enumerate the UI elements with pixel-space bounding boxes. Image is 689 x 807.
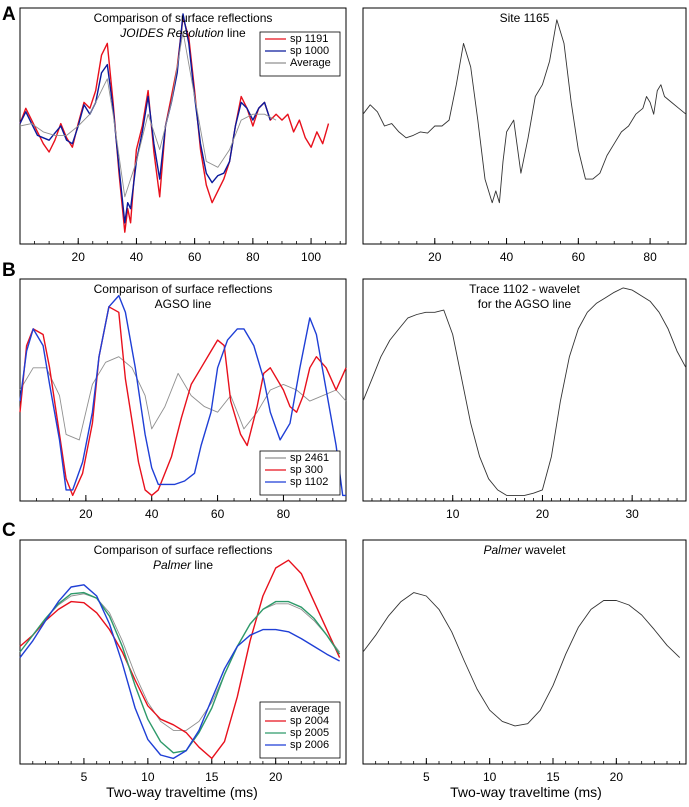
x-axis-label-right: Two-way traveltime (ms) — [450, 784, 602, 800]
chart-title-line: JOIDES Resolution line — [119, 26, 246, 40]
x-tick-label: 60 — [572, 250, 586, 264]
x-tick-label: 15 — [546, 770, 560, 784]
series-line-trace — [362, 287, 687, 496]
series-line-sp-2004 — [19, 559, 341, 760]
x-tick-label: 80 — [277, 507, 291, 521]
chart-C-right: 5 10 15 20 Palmer wavelet — [362, 539, 687, 784]
legend-entry: sp 2005 — [290, 727, 329, 739]
chart-title-line: Site 1165 — [500, 11, 550, 25]
series-line-sp-1000 — [19, 13, 271, 224]
x-tick-label: 60 — [211, 507, 225, 521]
legend-entry: average — [290, 703, 330, 715]
series-line-trace — [362, 592, 681, 727]
legend-entry: sp 2004 — [290, 715, 329, 727]
legend-entry: sp 2461 — [290, 452, 329, 464]
x-tick-label: 5 — [81, 770, 88, 784]
panel-letter-a: A — [2, 4, 16, 25]
series-line-sp-1102 — [19, 294, 346, 497]
x-tick-label: 10 — [446, 507, 460, 521]
x-tick-label: 20 — [428, 250, 442, 264]
series-line-trace — [362, 19, 687, 204]
plot-frame — [362, 278, 687, 502]
chart-title-line: Palmer line — [153, 558, 213, 572]
series-line-sp-300 — [19, 306, 347, 497]
x-tick-label: 5 — [423, 770, 430, 784]
x-tick-label: 10 — [141, 770, 155, 784]
plot-frame — [362, 7, 687, 245]
chart-title-line: Comparison of surface reflections — [94, 282, 273, 296]
legend-entry: sp 1191 — [290, 33, 328, 45]
x-tick-label: 20 — [536, 507, 550, 521]
x-tick-label: 80 — [643, 250, 657, 264]
x-axis-label-left: Two-way traveltime (ms) — [106, 784, 258, 800]
chart-A-left: 20 40 60 80 100 Comparison of surface reflect… — [19, 7, 347, 264]
x-tick-label: 60 — [188, 250, 202, 264]
x-tick-label: 40 — [500, 250, 514, 264]
series-line-sp-2005 — [19, 591, 341, 754]
x-tick-label: 20 — [79, 507, 93, 521]
x-tick-label: 40 — [145, 507, 159, 521]
x-tick-label: 20 — [72, 250, 86, 264]
series-line-average — [19, 593, 340, 731]
x-tick-label: 15 — [205, 770, 219, 784]
series-line-sp-2006 — [19, 584, 340, 760]
x-tick-label: 40 — [130, 250, 144, 264]
chart-title-line: AGSO line — [155, 297, 212, 311]
panel-letter-c: C — [2, 520, 16, 541]
legend-box — [259, 701, 341, 759]
legend-entry: sp 1000 — [290, 45, 329, 57]
chart-title-line: Palmer wavelet — [483, 543, 566, 557]
x-tick-label: 80 — [246, 250, 260, 264]
legend-entry: Average — [290, 57, 331, 69]
legend-entry: sp 1102 — [290, 476, 328, 488]
chart-title-line: Comparison of surface reflections — [94, 11, 273, 25]
panel-letter-b: B — [2, 260, 16, 281]
chart-B-left: 20 40 60 80 Comparison of surface reflection… — [19, 278, 347, 521]
chart-title-line: Trace 1102 - wavelet — [469, 282, 580, 296]
series-line-average — [19, 31, 277, 198]
chart-title-line: for the AGSO line — [478, 297, 572, 311]
x-tick-label: 20 — [610, 770, 624, 784]
plot-frame — [362, 539, 687, 765]
x-tick-label: 30 — [625, 507, 639, 521]
x-tick-label: 10 — [483, 770, 497, 784]
x-tick-label: 20 — [269, 770, 283, 784]
legend-entry: sp 2006 — [290, 739, 329, 751]
series-line-sp-1191 — [19, 16, 330, 233]
series-line-sp-2461 — [19, 356, 347, 441]
chart-A-right: 20 40 60 80 Site 1165 — [362, 7, 687, 264]
x-tick-label: 100 — [301, 250, 321, 264]
chart-C-left: 5 10 15 20 Comparison of surface reflections… — [19, 539, 347, 784]
legend-entry: sp 300 — [290, 464, 323, 476]
chart-title-line: Comparison of surface reflections — [94, 543, 273, 557]
